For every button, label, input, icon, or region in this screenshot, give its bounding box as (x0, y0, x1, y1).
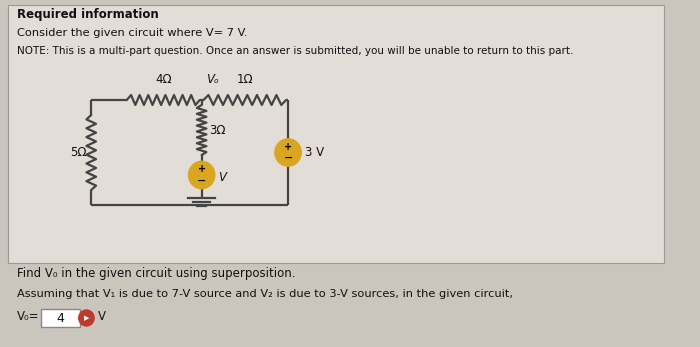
Text: 3Ω: 3Ω (209, 124, 226, 136)
Text: V₀=: V₀= (18, 310, 40, 323)
Text: 3 V: 3 V (305, 146, 325, 159)
Text: Consider the given circuit where V= 7 V.: Consider the given circuit where V= 7 V. (18, 28, 248, 38)
Text: +: + (284, 142, 292, 152)
Text: +: + (197, 164, 206, 174)
Text: Vₒ: Vₒ (206, 73, 219, 86)
Circle shape (189, 162, 214, 188)
Text: 4Ω: 4Ω (155, 73, 172, 86)
FancyBboxPatch shape (8, 5, 664, 263)
Text: −: − (284, 153, 293, 163)
FancyBboxPatch shape (41, 309, 80, 327)
Circle shape (78, 310, 94, 326)
Text: 1Ω: 1Ω (237, 73, 253, 86)
Text: 4: 4 (57, 312, 64, 324)
Text: Required information: Required information (18, 8, 159, 21)
Text: Assuming that V₁ is due to 7-V source and V₂ is due to 3-V sources, in the given: Assuming that V₁ is due to 7-V source an… (18, 289, 513, 299)
Text: NOTE: This is a multi-part question. Once an answer is submitted, you will be un: NOTE: This is a multi-part question. Onc… (18, 46, 574, 56)
Text: V: V (98, 310, 106, 323)
Text: −: − (197, 176, 206, 186)
Text: 5Ω: 5Ω (70, 146, 86, 159)
Text: ▶: ▶ (84, 315, 89, 321)
Circle shape (276, 139, 300, 166)
Text: Find V₀ in the given circuit using superposition.: Find V₀ in the given circuit using super… (18, 267, 296, 280)
Text: V: V (218, 170, 226, 184)
